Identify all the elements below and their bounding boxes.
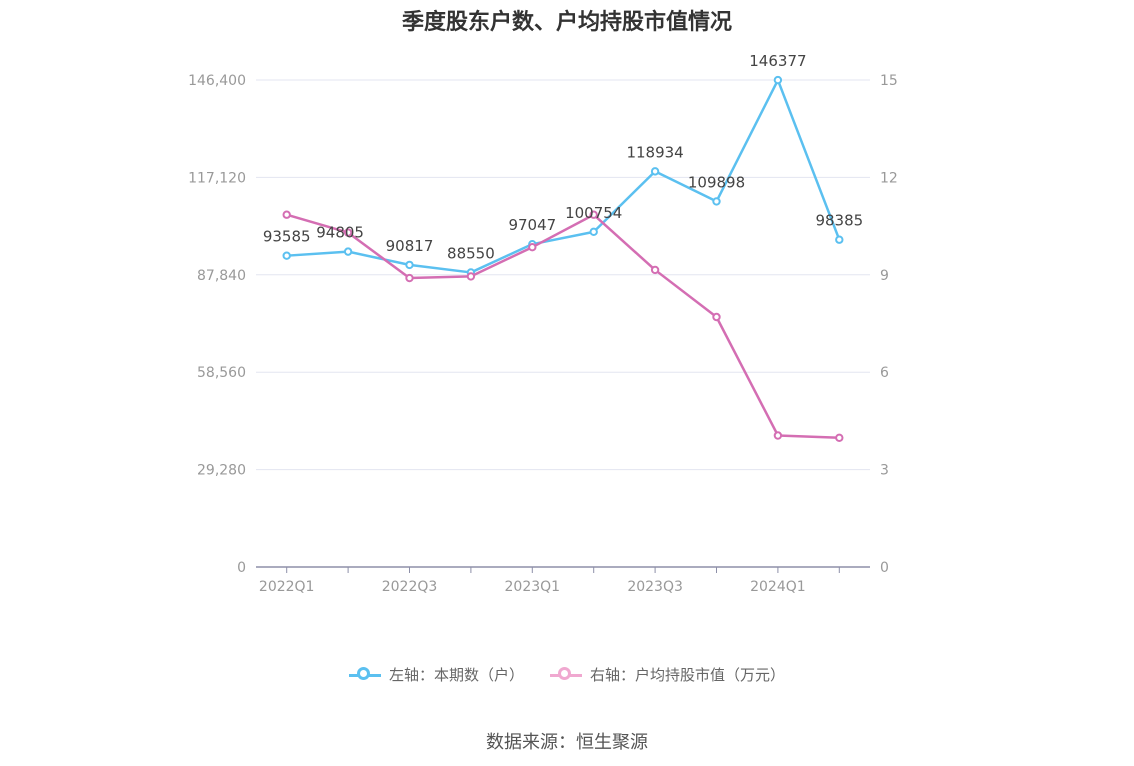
legend-item-left[interactable]: 左轴：本期数（户） (348, 664, 524, 685)
series-point-1 (773, 431, 783, 440)
series-point-1 (835, 433, 844, 442)
right-axis-ticks: 0 3 6 9 12 15 (880, 73, 898, 576)
legend: 左轴：本期数（户） 右轴：户均持股市值（万元） (0, 664, 1134, 685)
left-tick-label: 146,400 (188, 73, 246, 89)
left-tick-label: 117,120 (188, 170, 246, 186)
right-tick-label: 0 (880, 560, 889, 576)
series-point-1 (528, 243, 537, 252)
series-point-0 (712, 197, 721, 206)
right-tick-label: 3 (880, 463, 889, 479)
left-tick-label: 58,560 (197, 365, 246, 381)
right-tick-label: 6 (880, 365, 889, 381)
series-point-0 (835, 235, 844, 244)
data-label: 109898 (688, 173, 745, 191)
series-point-1 (589, 210, 598, 219)
series-point-1 (650, 265, 660, 275)
legend-swatch-right-icon (550, 666, 582, 683)
data-label: 90817 (386, 237, 434, 255)
right-tick-label: 15 (880, 73, 898, 89)
series-point-0 (589, 227, 598, 237)
x-tick-label: 2023Q3 (627, 579, 683, 595)
series-point-0 (343, 247, 353, 256)
left-tick-label: 29,280 (197, 463, 246, 479)
x-axis: 2022Q1 2022Q3 2023Q1 2023Q3 2024Q1 (256, 566, 870, 595)
series-point-1 (405, 273, 414, 283)
legend-item-right[interactable]: 右轴：户均持股市值（万元） (550, 664, 785, 685)
data-label: 94805 (316, 224, 364, 242)
data-label: 93585 (263, 228, 311, 246)
data-labels: 93585 94805 90817 88550 97047 100754 118934 109… (263, 52, 863, 262)
series-line-0 (286, 78, 841, 274)
series-point-0 (650, 167, 660, 176)
legend-label-right: 右轴：户均持股市值（万元） (590, 666, 786, 684)
data-label: 88550 (447, 244, 495, 262)
legend-swatch-left-icon (348, 666, 381, 683)
series-point-1 (712, 312, 721, 322)
series-point-1 (343, 228, 353, 237)
x-tick-label: 2022Q1 (259, 579, 315, 595)
series-point-0 (773, 75, 783, 85)
series-point-0 (405, 260, 414, 270)
right-tick-label: 9 (880, 268, 889, 284)
series-line-1 (286, 213, 840, 440)
right-tick-label: 12 (880, 170, 898, 186)
data-label: 118934 (626, 143, 683, 161)
series-point-1 (282, 210, 291, 219)
left-tick-label: 0 (237, 560, 246, 576)
left-tick-label: 87,840 (197, 268, 246, 284)
data-label: 100754 (565, 204, 622, 222)
data-label: 98385 (815, 212, 863, 230)
grid-lines (256, 79, 870, 471)
source-note: 数据来源：恒生聚源 (486, 732, 648, 753)
series-point-0 (282, 251, 291, 260)
series-lines (282, 75, 844, 442)
x-tick-label: 2024Q1 (750, 579, 806, 595)
left-axis-ticks: 0 29,280 58,560 87,840 117,120 146,400 (188, 73, 246, 576)
legend-label-left: 左轴：本期数（户） (388, 666, 524, 684)
data-label: 97047 (508, 216, 556, 234)
series-point-1 (466, 272, 476, 281)
chart-title: 季度股东户数、户均持股市值情况 (401, 10, 732, 35)
x-tick-label: 2022Q3 (382, 579, 438, 595)
data-label: 146377 (749, 52, 806, 70)
x-tick-label: 2023Q1 (505, 579, 561, 595)
